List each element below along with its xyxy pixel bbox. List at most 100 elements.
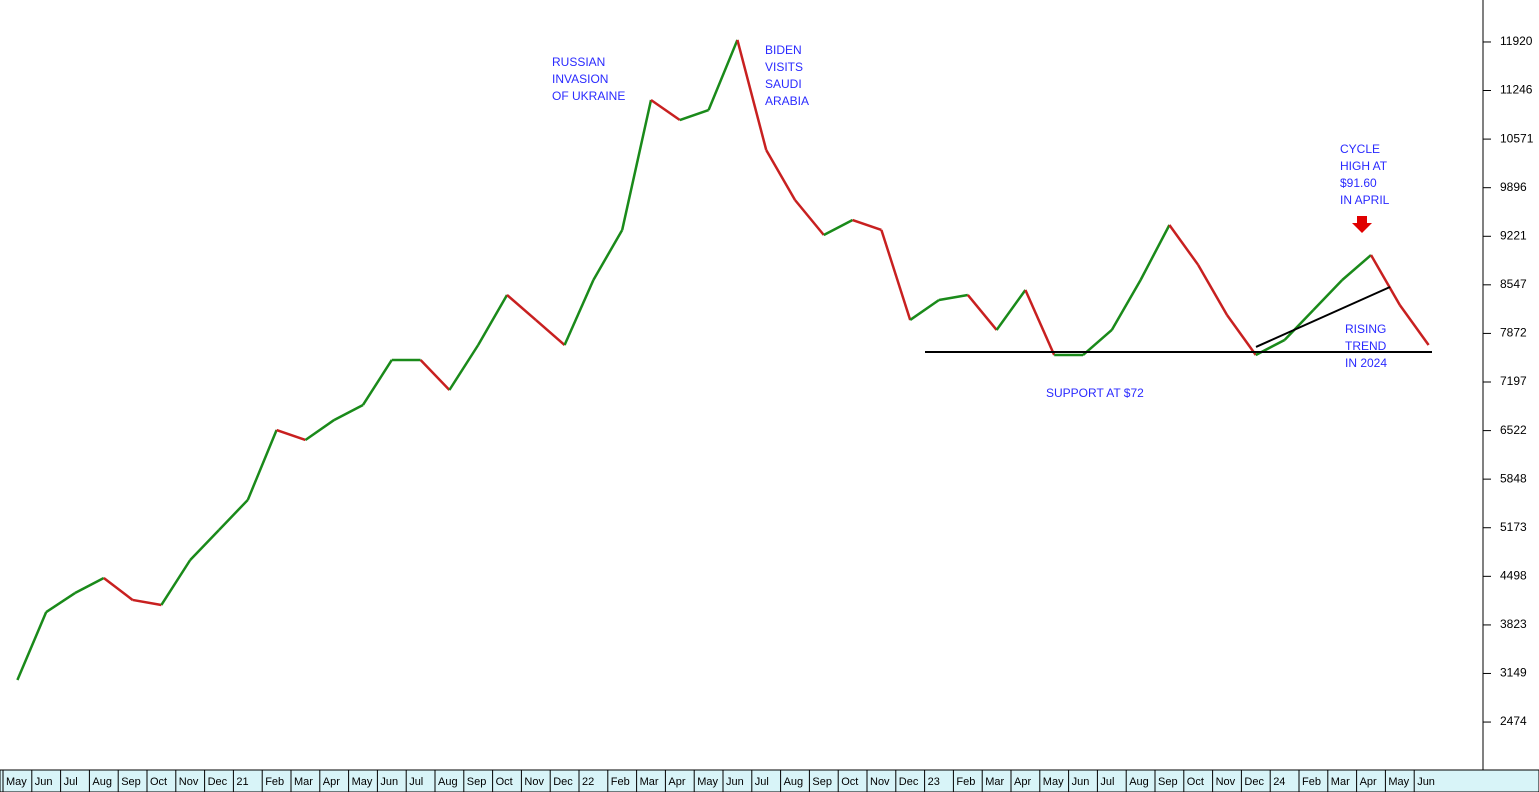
x-tick-label: Nov	[1216, 776, 1236, 788]
x-tick-label: Dec	[208, 776, 228, 788]
x-tick-label: Sep	[1158, 776, 1178, 788]
x-tick-label: May	[697, 776, 718, 788]
x-tick-label: Apr	[668, 776, 685, 788]
price-segment	[995, 289, 1027, 331]
x-tick-label: Aug	[438, 776, 458, 788]
x-tick-label: Jun	[380, 776, 398, 788]
price-segment	[276, 428, 306, 442]
price-segment	[1398, 304, 1430, 346]
y-tick-label: 5173	[1500, 520, 1527, 534]
x-tick-label: Apr	[1360, 776, 1377, 788]
annotation: ARABIA	[765, 94, 809, 108]
y-tick-label: 8547	[1500, 277, 1527, 291]
annotation: RUSSIAN	[552, 55, 605, 69]
x-tick-label: Dec	[553, 776, 573, 788]
price-segment	[1369, 254, 1401, 306]
price-segment	[823, 218, 854, 237]
price-segment	[1024, 289, 1056, 356]
price-segment	[189, 529, 220, 561]
x-tick-label: Sep	[467, 776, 487, 788]
x-tick-label: Apr	[1014, 776, 1031, 788]
annotation: OF UKRAINE	[552, 89, 625, 103]
price-segment	[736, 39, 768, 151]
annotation: HIGH AT	[1340, 159, 1388, 173]
x-tick-label: Jun	[726, 776, 744, 788]
price-segment	[1225, 314, 1257, 356]
x-tick-label: Jul	[1100, 776, 1114, 788]
x-tick-label: Jun	[1072, 776, 1090, 788]
price-segment	[880, 229, 912, 321]
y-tick-label: 7872	[1500, 326, 1527, 340]
x-tick-label: Feb	[265, 776, 284, 788]
x-axis-strip	[0, 769, 1539, 792]
x-tick-label: Jul	[409, 776, 423, 788]
x-tick-label: Jun	[1417, 776, 1435, 788]
price-segment	[1139, 224, 1171, 281]
price-segment	[534, 319, 566, 346]
price-segment	[1341, 254, 1372, 281]
x-tick-label: May	[352, 776, 373, 788]
x-tick-label: 23	[928, 776, 940, 788]
price-segment	[909, 298, 940, 321]
price-segment	[74, 576, 105, 595]
price-segment	[852, 218, 882, 232]
x-tick-label: Oct	[841, 776, 858, 788]
x-tick-label: Nov	[524, 776, 544, 788]
price-segment	[620, 99, 653, 231]
x-tick-label: May	[1388, 776, 1409, 788]
x-tick-label: Mar	[294, 776, 313, 788]
price-segment	[938, 293, 969, 302]
x-tick-label: Jun	[35, 776, 53, 788]
y-tick-label: 3823	[1500, 617, 1527, 631]
price-segment	[1110, 279, 1142, 331]
y-tick-label: 9896	[1500, 180, 1527, 194]
price-segment	[333, 403, 364, 422]
price-segment	[160, 559, 192, 606]
x-tick-label: Feb	[1302, 776, 1321, 788]
price-segment	[966, 294, 998, 331]
x-tick-label: May	[1043, 776, 1064, 788]
x-tick-label: Aug	[1129, 776, 1149, 788]
price-segment	[45, 591, 76, 614]
price-segment	[361, 359, 393, 406]
x-tick-label: Feb	[956, 776, 975, 788]
x-tick-label: Oct	[496, 776, 513, 788]
y-tick-label: 7197	[1500, 374, 1527, 388]
price-segment	[794, 199, 825, 236]
x-tick-label: Sep	[812, 776, 832, 788]
x-tick-label: Nov	[179, 776, 199, 788]
annotation: $91.60	[1340, 176, 1377, 190]
price-segment	[246, 429, 278, 501]
annotation: VISITS	[765, 60, 803, 74]
x-tick-label: Oct	[1187, 776, 1204, 788]
price-segment	[448, 344, 480, 391]
y-tick-label: 11246	[1500, 83, 1533, 97]
x-tick-label: Apr	[323, 776, 340, 788]
annotation: SAUDI	[765, 77, 802, 91]
price-segment	[16, 611, 48, 681]
price-segment	[1283, 309, 1315, 341]
annotation: BIDEN	[765, 43, 802, 57]
price-segment	[1312, 279, 1344, 311]
trend-label: TREND	[1345, 339, 1387, 353]
arrow	[1352, 216, 1372, 233]
support-label: SUPPORT AT $72	[1046, 386, 1144, 400]
x-tick-label: Jul	[64, 776, 78, 788]
x-tick-label: Mar	[1331, 776, 1350, 788]
y-tick-label: 10571	[1500, 131, 1534, 145]
price-segment	[592, 229, 624, 281]
x-tick-label: Sep	[121, 776, 141, 788]
price-segment	[1082, 329, 1113, 356]
price-segment	[304, 418, 335, 441]
x-tick-label: Oct	[150, 776, 167, 788]
annotation: CYCLE	[1340, 142, 1380, 156]
annotation: INVASION	[552, 72, 608, 86]
x-tick-label: Jul	[755, 776, 769, 788]
x-tick-label: Nov	[870, 776, 890, 788]
price-segment	[132, 598, 162, 607]
price-segment	[419, 359, 451, 391]
x-tick-label: 21	[236, 776, 248, 788]
